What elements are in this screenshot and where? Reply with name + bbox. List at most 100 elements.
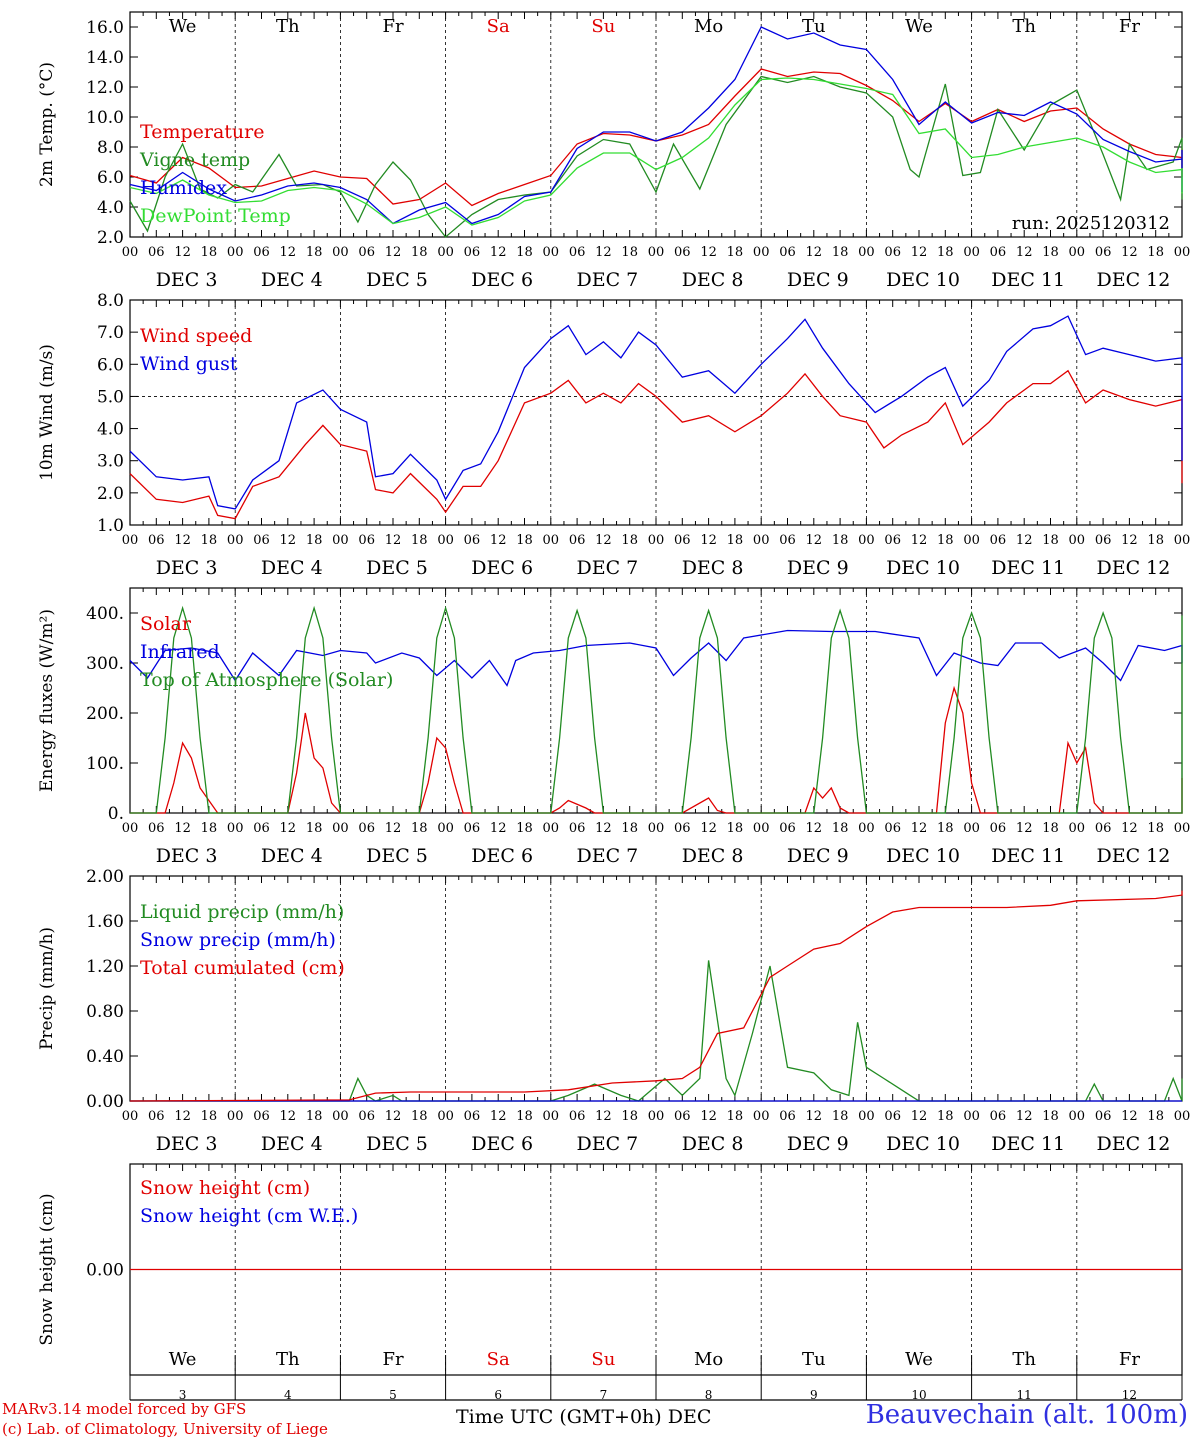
y-tick-label: 2.00 [86,867,124,887]
hour-tick-label: 12 [595,245,612,260]
hour-tick-label: 18 [727,533,744,548]
date-label: DEC 7 [577,269,639,291]
day-number: 12 [1122,1388,1137,1402]
legend-entry: DewPoint Temp [140,205,291,227]
hour-tick-label: 18 [621,1109,638,1124]
hour-tick-label: 12 [174,245,191,260]
hour-tick-label: 06 [464,821,481,836]
hour-tick-label: 06 [569,245,586,260]
hour-tick-label: 06 [464,533,481,548]
date-label: DEC 3 [156,1133,218,1155]
y-tick-label: 10.0 [86,108,124,128]
legend-entry: Snow precip (mm/h) [140,929,336,951]
hour-tick-label: 00 [543,245,560,260]
legend-entry: Liquid precip (mm/h) [140,901,344,923]
y-tick-label: 8.0 [97,138,124,158]
y-tick-label: 1.60 [86,912,124,932]
hour-tick-label: 18 [516,245,533,260]
date-label: DEC 12 [1096,557,1170,579]
hour-tick-label: 18 [832,245,849,260]
hour-tick-label: 06 [990,1109,1007,1124]
legend-entry: Solar [140,613,192,635]
y-tick-label: 0.00 [86,1092,124,1112]
hour-tick-label: 12 [1121,821,1138,836]
date-label: DEC 8 [682,557,744,579]
hour-tick-label: 00 [858,821,875,836]
date-label: DEC 8 [682,845,744,867]
hour-tick-label: 06 [884,533,901,548]
day-name: Th [1012,1349,1036,1370]
day-number: 9 [810,1388,818,1402]
hour-tick-label: 00 [648,821,665,836]
panel-snow: 0.00 Snow height (cm) Snow height (cm) Snow… [37,1163,1183,1402]
hour-tick-label: 18 [937,1109,954,1124]
y-tick-label: 400. [86,604,124,624]
panel-frame [129,299,1183,526]
date-label: DEC 11 [991,845,1065,867]
hour-tick-label: 06 [990,533,1007,548]
hour-tick-label: 12 [700,1109,717,1124]
hour-tick-label: 06 [990,245,1007,260]
hour-tick-label: 00 [753,821,770,836]
hour-tick-label: 00 [437,1109,454,1124]
hour-tick-label: 06 [569,533,586,548]
y-tick-label: 0. [108,804,124,824]
legend-entry: Temperature [140,121,264,143]
day-name: Tu [802,16,826,37]
panel-temp: 2.0 4.0 6.0 8.0 10.0 12.0 14.0 16.0 2m Temp. (°C… [37,11,1191,291]
hour-tick-label: 18 [411,533,428,548]
hour-tick-label: 18 [201,533,218,548]
hour-tick-label: 06 [148,1109,165,1124]
hour-tick-label: 00 [122,1109,139,1124]
hour-tick-label: 00 [1174,821,1191,836]
hour-tick-label: 12 [280,1109,297,1124]
day-name: Sa [487,16,510,37]
series-line-temperature [129,68,1183,207]
hour-tick-label: 12 [385,245,402,260]
legend-entry: Total cumulated (cm) [140,957,345,979]
series-line-wind-gust [129,315,1183,510]
hour-tick-label: 06 [148,533,165,548]
hour-tick-label: 12 [280,821,297,836]
hour-tick-label: 18 [1147,1109,1164,1124]
hour-tick-label: 12 [806,245,823,260]
run-annotation: run: 2025120312 [1012,213,1170,234]
date-label: DEC 5 [366,845,428,867]
hour-tick-label: 12 [490,533,507,548]
date-label: DEC 10 [886,845,960,867]
hour-tick-label: 00 [543,1109,560,1124]
y-tick-label: 2.0 [97,484,124,504]
y-tick-label: 14.0 [86,48,124,68]
legend-entry: Infrared [140,641,220,663]
y-tick-label: 2.0 [97,228,124,248]
hour-tick-label: 00 [1069,245,1086,260]
hour-tick-label: 12 [1016,1109,1033,1124]
hour-tick-label: 00 [648,533,665,548]
hour-tick-label: 00 [1174,245,1191,260]
hour-tick-label: 12 [806,1109,823,1124]
hour-tick-label: 12 [700,821,717,836]
hour-tick-label: 06 [674,533,691,548]
date-label: DEC 9 [787,269,849,291]
hour-tick-label: 18 [306,821,323,836]
y-tick-label: 4.0 [97,420,124,440]
y-tick-label: 8.0 [97,291,124,311]
hour-tick-label: 06 [1095,821,1112,836]
date-label: DEC 12 [1096,1133,1170,1155]
date-label: DEC 6 [471,269,533,291]
hour-tick-label: 12 [1121,245,1138,260]
hour-tick-label: 00 [753,533,770,548]
day-name: Th [1012,16,1036,37]
date-label: DEC 5 [366,1133,428,1155]
date-label: DEC 4 [261,557,323,579]
y-tick-label: 7.0 [97,323,124,343]
date-label: DEC 10 [886,557,960,579]
hour-tick-label: 12 [490,245,507,260]
hour-tick-label: 12 [1016,821,1033,836]
hour-tick-label: 12 [911,533,928,548]
hour-tick-label: 12 [911,245,928,260]
hour-tick-label: 18 [516,821,533,836]
date-label: DEC 9 [787,557,849,579]
date-label: DEC 10 [886,269,960,291]
